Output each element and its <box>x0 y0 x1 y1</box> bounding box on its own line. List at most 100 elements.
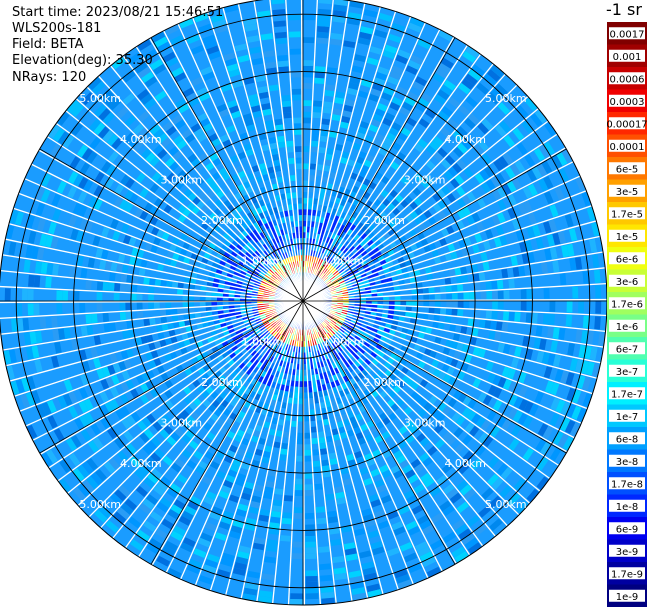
beta-gate <box>429 350 437 359</box>
beta-gate <box>358 170 367 178</box>
beta-gate <box>330 329 336 335</box>
beta-gate <box>474 233 483 243</box>
beta-gate <box>328 330 334 337</box>
beta-gate <box>447 376 457 386</box>
beta-gate <box>586 361 595 376</box>
beta-gate <box>378 236 386 243</box>
beta-gate <box>338 186 346 194</box>
beta-gate <box>451 519 465 531</box>
beta-gate <box>379 247 387 255</box>
beta-gate <box>366 325 373 331</box>
beta-gate <box>320 187 326 195</box>
colorbar-label: 0.0001 <box>610 142 645 153</box>
beta-gate <box>491 214 501 226</box>
beta-gate <box>462 434 473 446</box>
beta-gate <box>368 344 376 351</box>
beta-gate <box>317 14 331 22</box>
beta-gate <box>338 268 345 274</box>
beta-gate <box>543 221 552 234</box>
beta-gate <box>520 301 527 311</box>
beta-gate <box>482 435 494 448</box>
beta-gate <box>552 354 562 367</box>
beta-gate <box>382 450 392 459</box>
beta-gate <box>586 207 596 222</box>
beta-gate <box>439 286 447 293</box>
beta-gate <box>399 311 406 317</box>
beta-gate <box>423 245 432 253</box>
beta-gate <box>348 82 359 90</box>
beta-gate <box>466 410 477 421</box>
beta-gate <box>531 313 538 324</box>
beta-gate <box>528 403 539 417</box>
beta-gate <box>364 228 372 236</box>
beta-gate <box>496 280 504 289</box>
beta-gate <box>434 94 447 105</box>
beta-gate <box>491 280 498 290</box>
beta-gate <box>335 353 341 361</box>
beta-gate <box>331 327 338 334</box>
beta-gate <box>388 305 395 310</box>
beta-gate <box>446 225 455 235</box>
beta-gate <box>468 113 480 125</box>
beta-gate <box>361 335 368 342</box>
beta-gate <box>318 0 332 5</box>
beta-gate <box>424 266 432 274</box>
beta-gate <box>393 285 400 291</box>
beta-gate <box>446 293 453 300</box>
beta-gate <box>511 177 522 190</box>
beta-gate <box>377 243 385 251</box>
beta-gate <box>428 395 438 405</box>
beta-gate <box>589 346 598 361</box>
beta-gate <box>492 290 499 300</box>
beta-gate <box>443 79 457 91</box>
beta-gate <box>382 417 391 426</box>
beta-gate <box>360 225 368 233</box>
beta-gate <box>384 112 396 122</box>
beta-gate <box>318 330 324 337</box>
beta-gate <box>338 280 345 285</box>
beta-gate <box>404 283 412 290</box>
beta-gate <box>478 432 489 444</box>
beta-gate <box>336 229 343 237</box>
beta-gate <box>446 301 453 308</box>
beta-gate <box>391 96 403 106</box>
beta-gate <box>329 350 335 357</box>
beta-gate <box>337 365 344 373</box>
beta-gate <box>488 330 496 340</box>
beta-gate <box>303 203 308 210</box>
beta-gate <box>311 140 319 147</box>
beta-gate <box>501 321 509 332</box>
beta-gate <box>582 376 592 391</box>
beta-gate <box>330 277 337 282</box>
beta-gate <box>397 380 406 389</box>
beta-gate <box>471 64 485 77</box>
beta-gate <box>367 274 374 280</box>
beta-gate <box>415 352 424 360</box>
beta-gate <box>536 476 549 491</box>
beta-gate <box>549 204 559 218</box>
beta-gate <box>303 100 312 107</box>
beta-gate <box>354 272 361 278</box>
beta-gate <box>335 339 342 346</box>
beta-gate <box>335 274 342 279</box>
beta-gate <box>437 110 450 122</box>
beta-gate <box>471 264 479 273</box>
beta-gate <box>396 398 405 407</box>
beta-gate <box>437 62 451 74</box>
beta-gate <box>315 332 320 339</box>
beta-gate <box>393 450 403 460</box>
beta-gate <box>353 353 360 361</box>
beta-gate <box>372 113 383 123</box>
beta-gate <box>516 142 528 156</box>
beta-gate <box>361 369 369 377</box>
beta-gate <box>329 171 336 179</box>
beta-gate <box>423 209 433 219</box>
beta-gate <box>311 209 317 216</box>
beta-gate <box>336 276 343 281</box>
beta-gate <box>432 136 444 147</box>
colorbar-label: 6e-9 <box>616 524 639 535</box>
beta-gate <box>580 330 589 344</box>
beta-gate <box>375 133 385 142</box>
beta-gate <box>457 309 464 317</box>
beta-gate <box>349 245 356 252</box>
